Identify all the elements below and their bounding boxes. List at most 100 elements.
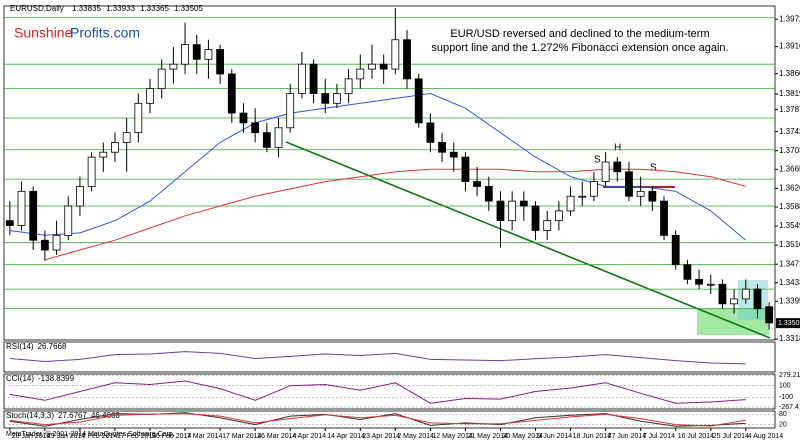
pattern-label: H — [614, 143, 621, 154]
candle-body — [660, 200, 668, 236]
candle-body — [543, 220, 552, 231]
candle-body — [531, 205, 540, 231]
indicator-panel — [3, 341, 776, 373]
candle-body — [590, 181, 598, 197]
candle-body — [309, 63, 318, 94]
y-tick-label: 1.38190 — [779, 89, 800, 98]
indicator-line — [9, 413, 746, 427]
candle-body — [274, 127, 283, 148]
y-tick-label: 1.37870 — [779, 105, 800, 114]
last-price: 1.33505 — [778, 320, 800, 327]
y-tick-label: -100 — [779, 394, 793, 401]
candle-body — [216, 49, 225, 75]
candle-body — [683, 264, 692, 280]
y-tick-label: 1.34330 — [779, 278, 800, 287]
candle-body — [414, 78, 423, 124]
x-tick-label: 26 Feb 2014 — [152, 433, 191, 440]
x-tick-label: 4 Aug 2014 — [748, 433, 784, 440]
candle-body — [625, 171, 633, 197]
candle-body — [333, 93, 341, 104]
y-tick-label: 1.35880 — [779, 202, 800, 211]
candle-body — [321, 93, 330, 104]
candle-body — [286, 93, 295, 129]
candle-body — [484, 186, 493, 202]
candle-body — [636, 190, 645, 197]
x-tick-label: 4 Apr 2014 — [292, 433, 326, 440]
candle-body — [613, 161, 622, 173]
y-tick-label: 279.2156 — [779, 372, 800, 379]
candle-body — [192, 44, 201, 60]
y-tick-label: 20 — [779, 421, 787, 428]
candle-body — [765, 306, 774, 324]
candle-body — [204, 49, 213, 60]
x-tick-label: 17 Feb 2014 — [117, 433, 156, 440]
candle-body — [496, 200, 505, 222]
candle-body — [5, 220, 14, 226]
candle-body — [146, 88, 154, 104]
neckline — [603, 186, 675, 188]
annotation: support line and the 1.272% Fibonacci ex… — [431, 42, 728, 54]
candle-body — [566, 195, 575, 212]
x-tick-label: 29 Jan 2014 — [47, 433, 86, 440]
brand-part: Profits.com — [70, 25, 140, 41]
candle-body — [87, 156, 96, 187]
candle-body — [344, 78, 353, 94]
trend-line — [285, 141, 771, 339]
candle-body — [262, 132, 271, 148]
x-tick-label: 7 Jul 2014 — [643, 433, 675, 440]
candle-body — [601, 161, 610, 182]
y-tick-label: 1.36260 — [779, 184, 800, 193]
candle-body — [706, 283, 715, 286]
candle-body — [730, 298, 739, 305]
main-panel — [3, 5, 776, 341]
candle-body — [508, 200, 517, 222]
candle-body — [753, 288, 762, 310]
x-tick-label: 18 Jun 2014 — [573, 433, 612, 440]
y-tick-label: 1.35490 — [779, 221, 800, 230]
annotation: EUR/USD reversed and declined to the med… — [450, 28, 709, 40]
candle-body — [134, 102, 143, 134]
candle-body — [449, 151, 458, 158]
x-tick-label: 9 Jun 2014 — [538, 433, 573, 440]
brand-part: Sunshine — [14, 25, 73, 41]
y-tick-label: 100 — [779, 383, 791, 390]
candle-body — [181, 44, 189, 65]
candle-body — [111, 142, 119, 153]
indicator-line — [9, 380, 746, 404]
candle-body — [368, 63, 376, 70]
x-tick-label: 26 Mar 2014 — [257, 433, 296, 440]
candle-body — [648, 190, 657, 202]
indicator-name: Stoch(14,3,3) — [6, 411, 54, 420]
y-tick-label: 1.37420 — [779, 127, 800, 136]
candle-body — [64, 205, 73, 236]
candle-body — [741, 288, 750, 300]
y-tick-label: 1.33950 — [779, 296, 800, 305]
header-quote: 1.33933 — [106, 4, 135, 13]
y-tick-label: 1.39160 — [779, 42, 800, 51]
indicator-name: RSI(14) — [6, 342, 34, 351]
candle-body — [239, 112, 248, 124]
x-tick-label: 12 May 2014 — [432, 433, 473, 440]
pattern-label: S — [594, 155, 601, 166]
candle-body — [379, 63, 388, 70]
candle-body — [554, 210, 563, 222]
candle-body — [157, 68, 166, 90]
candle-body — [29, 190, 38, 241]
candle-body — [426, 122, 435, 143]
x-tick-label: 7 Feb 2014 — [82, 433, 118, 440]
candle-body — [473, 181, 482, 187]
footer: MetaTrader, © 2001-2014 MetaQuotes Softw… — [6, 430, 175, 438]
candle-body — [403, 39, 411, 80]
x-tick-label: 17 Mar 2014 — [222, 433, 261, 440]
candle-body — [695, 278, 703, 285]
x-tick-label: 23 Apr 2014 — [362, 433, 400, 440]
x-tick-label: 25 Jul 2014 — [713, 433, 749, 440]
y-tick-label: -267.411 — [779, 404, 800, 411]
y-tick-label: 1.36650 — [779, 164, 800, 173]
y-tick-label: 1.39720 — [779, 14, 800, 23]
indicator-reading: 26.7668 — [38, 342, 67, 351]
candle-body — [40, 239, 49, 251]
candle-body — [519, 200, 528, 207]
candle-body — [227, 73, 236, 114]
